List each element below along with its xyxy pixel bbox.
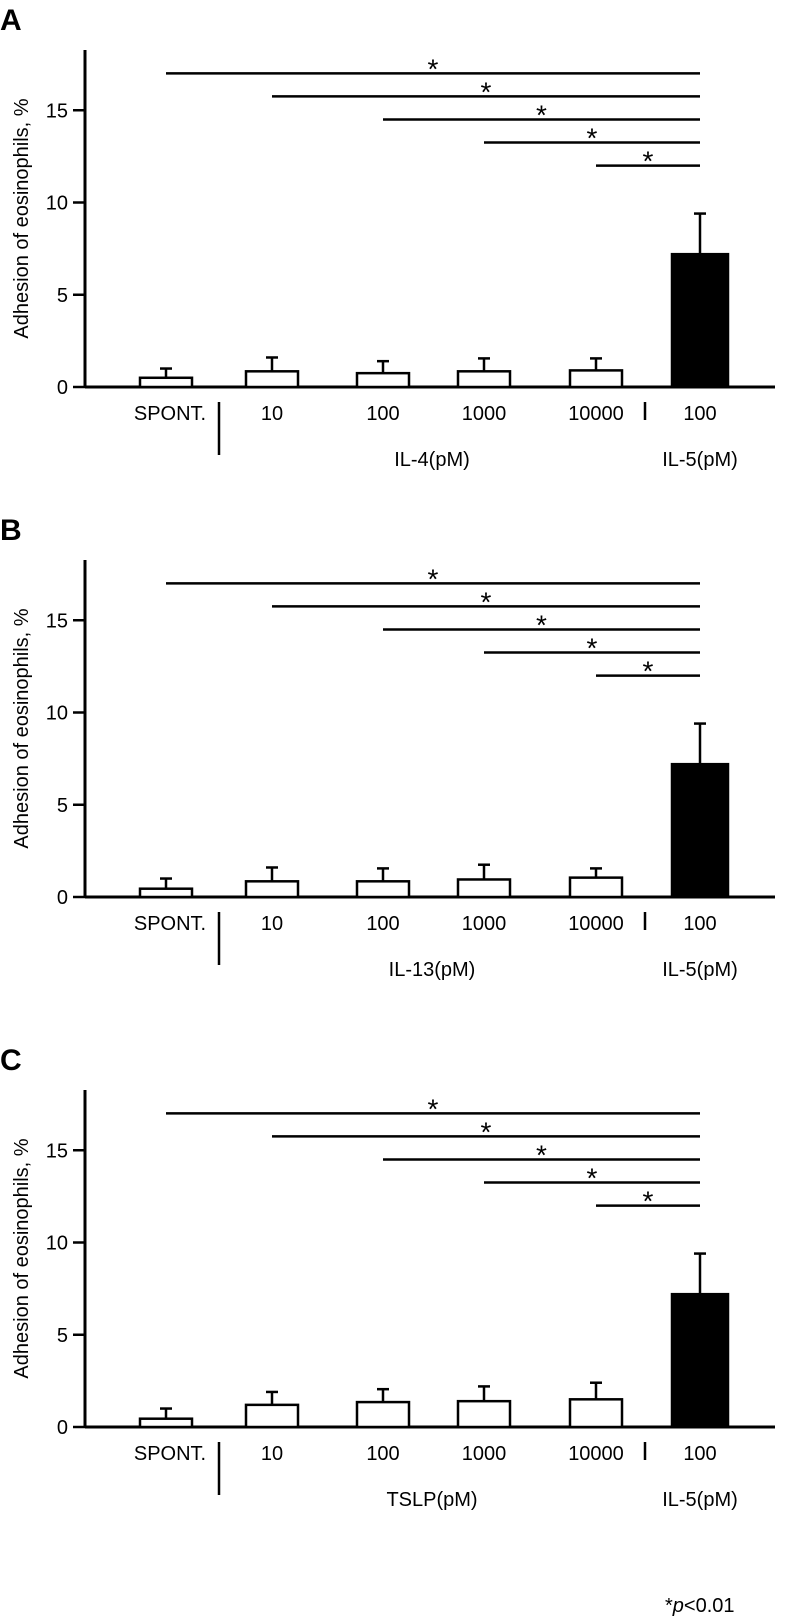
bar xyxy=(138,1417,194,1429)
panel-c: C 0 5 10 15 Adhesion of eosinophils, % SPONT. 1… xyxy=(0,1044,775,1511)
significance-star: * xyxy=(481,586,492,617)
y-tick-label: 0 xyxy=(57,887,68,909)
bar xyxy=(244,370,300,389)
group-label: IL-5(pM) xyxy=(662,449,738,471)
y-tick-label: 5 xyxy=(57,285,68,307)
bar xyxy=(670,762,730,899)
significance-star: * xyxy=(481,1116,492,1147)
group-label: IL-5(pM) xyxy=(662,1489,738,1511)
x-tick-label: 10 xyxy=(261,913,283,935)
significance-star: * xyxy=(643,1186,654,1217)
x-tick-label: 1000 xyxy=(462,913,507,935)
x-tick-label: 100 xyxy=(683,1443,716,1465)
significance-star: * xyxy=(643,656,654,687)
significance-star: * xyxy=(643,146,654,177)
y-axis-label: Adhesion of eosinophils, % xyxy=(11,608,33,848)
bar xyxy=(138,376,194,389)
significance-star: * xyxy=(536,99,547,130)
bar xyxy=(244,1403,300,1429)
group-label: IL-13(pM) xyxy=(389,959,476,981)
y-tick-label: 15 xyxy=(46,100,68,122)
bar xyxy=(670,1292,730,1429)
bar xyxy=(244,880,300,899)
bar xyxy=(355,1400,411,1429)
y-tick-label: 10 xyxy=(46,193,68,215)
x-tick-label: SPONT. xyxy=(134,1443,206,1465)
y-tick-label: 0 xyxy=(57,1417,68,1439)
x-tick-label: 100 xyxy=(366,913,399,935)
bar xyxy=(670,252,730,389)
x-tick-label: SPONT. xyxy=(134,913,206,935)
significance-star: * xyxy=(587,123,598,154)
y-tick-label: 15 xyxy=(46,1140,68,1162)
significance-star: * xyxy=(536,609,547,640)
x-tick-label: SPONT. xyxy=(134,403,206,425)
bar xyxy=(568,369,624,389)
bar xyxy=(456,878,512,899)
significance-star: * xyxy=(428,563,439,594)
significance-star: * xyxy=(428,53,439,84)
panel-label: A xyxy=(0,4,22,37)
group-label: IL-5(pM) xyxy=(662,959,738,981)
x-tick-label: 10 xyxy=(261,403,283,425)
bar xyxy=(456,1399,512,1429)
significance-star: * xyxy=(587,1163,598,1194)
footnote: *p<0.01 xyxy=(665,1595,735,1617)
bar xyxy=(568,876,624,899)
bar xyxy=(138,887,194,899)
bar xyxy=(355,880,411,899)
group-label: IL-4(pM) xyxy=(394,449,470,471)
significance-star: * xyxy=(587,633,598,664)
significance-star: * xyxy=(428,1093,439,1124)
x-tick-label: 100 xyxy=(683,913,716,935)
bar xyxy=(355,371,411,389)
panel-label: B xyxy=(0,514,22,547)
x-tick-label: 100 xyxy=(366,403,399,425)
x-tick-label: 100 xyxy=(683,403,716,425)
y-tick-label: 10 xyxy=(46,703,68,725)
footnote-star: * xyxy=(665,1595,673,1617)
group-label: TSLP(pM) xyxy=(386,1489,477,1511)
y-axis-label: Adhesion of eosinophils, % xyxy=(11,98,33,338)
y-tick-label: 5 xyxy=(57,1325,68,1347)
y-tick-label: 5 xyxy=(57,795,68,817)
significance-star: * xyxy=(481,76,492,107)
y-axis-label: Adhesion of eosinophils, % xyxy=(11,1138,33,1378)
y-tick-label: 0 xyxy=(57,377,68,399)
panel-label: C xyxy=(0,1044,22,1077)
panel-a: A 0 5 10 15 Adhesion of eosinophils, % SPONT. 1… xyxy=(0,4,775,471)
y-tick-label: 10 xyxy=(46,1233,68,1255)
bar xyxy=(456,370,512,389)
panel-b: B 0 5 10 15 Adhesion of eosinophils, % SPONT. 1… xyxy=(0,514,775,981)
x-tick-label: 1000 xyxy=(462,1443,507,1465)
y-tick-label: 15 xyxy=(46,610,68,632)
x-tick-label: 100 xyxy=(366,1443,399,1465)
footnote-threshold: <0.01 xyxy=(684,1595,735,1617)
x-tick-label: 10000 xyxy=(568,403,624,425)
x-tick-label: 10000 xyxy=(568,1443,624,1465)
x-tick-label: 10 xyxy=(261,1443,283,1465)
bar xyxy=(568,1398,624,1429)
footnote-p: p xyxy=(672,1595,684,1617)
significance-star: * xyxy=(536,1139,547,1170)
x-tick-label: 1000 xyxy=(462,403,507,425)
x-tick-label: 10000 xyxy=(568,913,624,935)
